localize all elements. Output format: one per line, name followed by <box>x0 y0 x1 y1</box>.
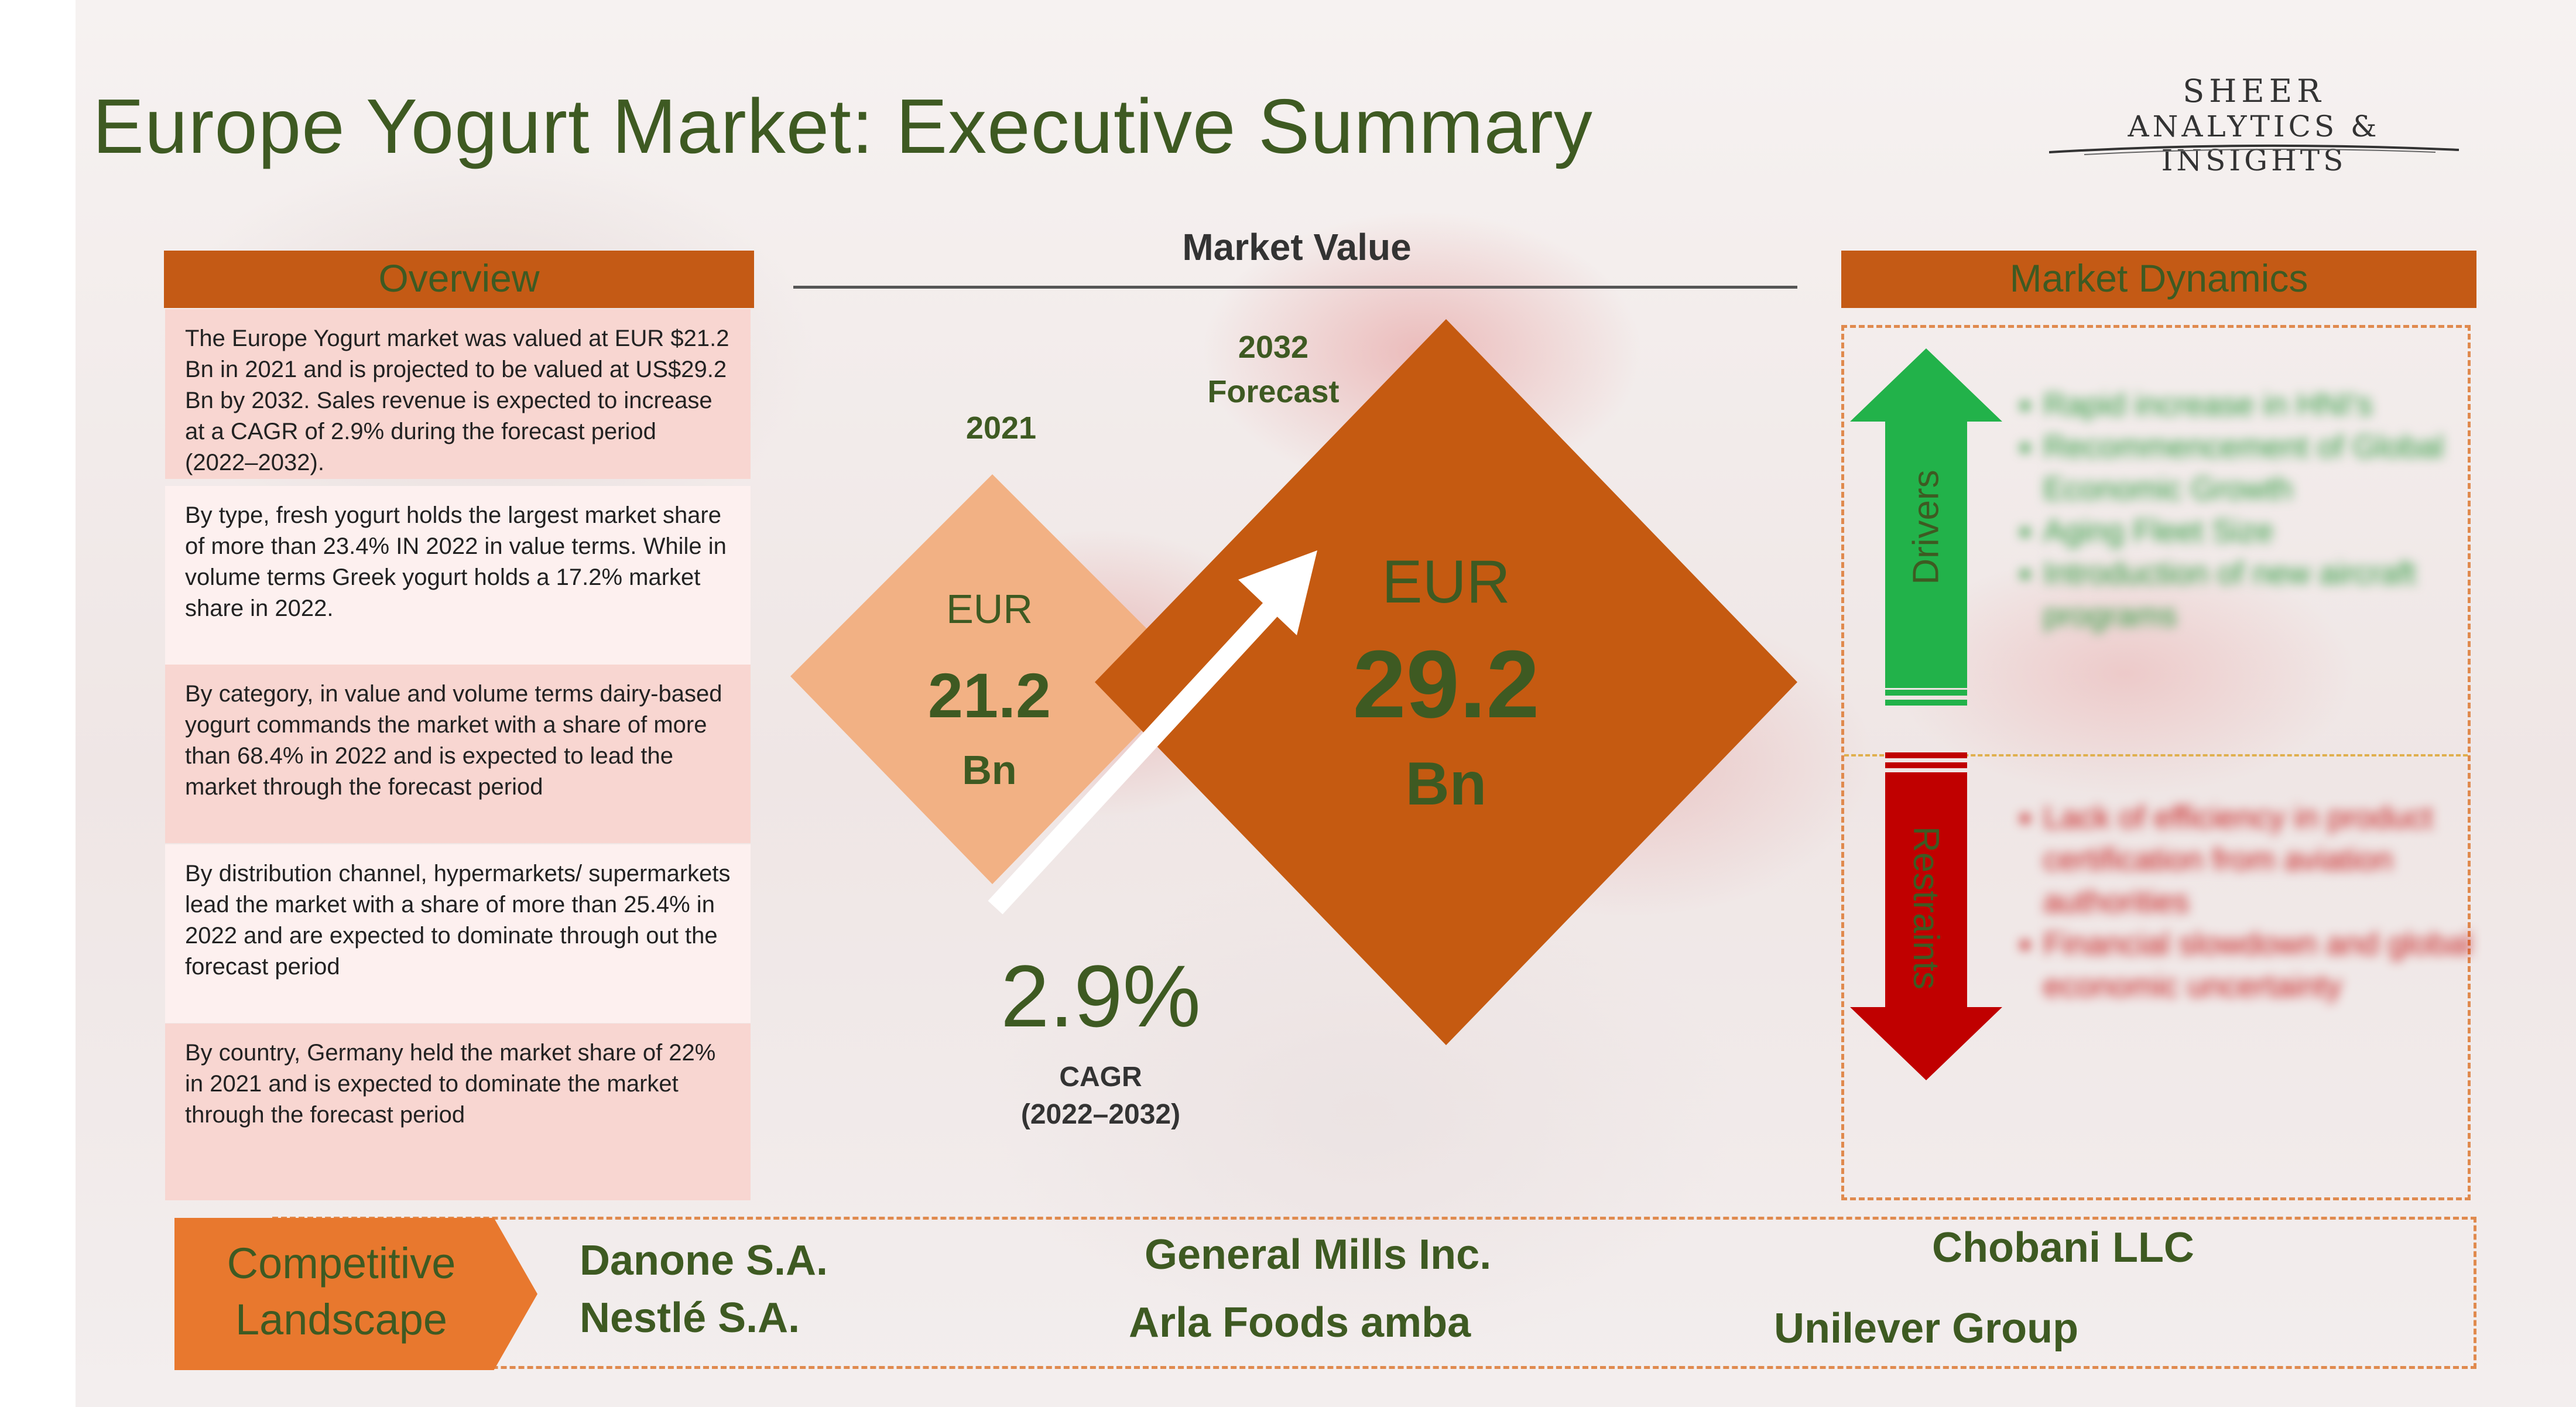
value-2021-number: 21.2 <box>927 660 1051 731</box>
drivers-up-arrow-icon <box>1850 348 2002 706</box>
driver-item: Introduction of new aircraft programs <box>2043 552 2465 636</box>
market-dynamics-heading: Market Dynamics <box>1841 251 2476 308</box>
cagr-period: (2022–2032) <box>1020 1099 1181 1130</box>
year-2021-label: 2021 <box>965 410 1037 446</box>
value-2032-currency: EUR <box>1382 548 1510 616</box>
restraints-label: Restraints <box>1906 826 1947 990</box>
restraints-label-wrap: Restraints <box>1868 826 1985 989</box>
value-2032-unit: Bn <box>1405 750 1487 818</box>
driver-item: Recommencement of Global Economic Growth <box>2043 426 2465 510</box>
forecast-year: 2032 <box>1238 330 1309 365</box>
growth-arrow-icon <box>988 550 1317 915</box>
restraint-item: Lack of efficiency in product certificat… <box>2043 796 2476 923</box>
market-dynamics-panel <box>1841 325 2471 1200</box>
forecast-word: Forecast <box>1207 374 1340 409</box>
restraints-down-arrow-icon <box>1850 752 2002 1080</box>
drivers-list: Rapid increase in HNI's Recommencement o… <box>2014 384 2465 636</box>
drivers-label: Drivers <box>1906 469 1947 585</box>
competitive-label-line-2: Landscape <box>235 1295 448 1344</box>
dynamics-divider <box>1844 754 2468 756</box>
company-unilever: Unilever Group <box>1774 1305 2079 1352</box>
logo-line-2: ANALYTICS & INSIGHTS <box>2128 109 2380 177</box>
company-danone: Danone S.A. <box>580 1237 828 1284</box>
overview-paragraph-4: By distribution channel, hypermarkets/ s… <box>165 844 751 1023</box>
company-general-mills: General Mills Inc. <box>1145 1231 1492 1278</box>
logo-line-1: SHEER <box>2183 73 2325 109</box>
driver-item: Aging Fleet Size <box>2043 510 2465 552</box>
overview-paragraph-1: The Europe Yogurt market was valued at E… <box>165 309 751 479</box>
value-2032-number: 29.2 <box>1352 631 1540 738</box>
restraints-list: Lack of efficiency in product certificat… <box>2014 796 2476 1007</box>
diamond-2032-shape <box>1095 319 1797 1045</box>
overview-paragraph-3: By category, in value and volume terms d… <box>165 665 751 843</box>
competitive-label-line-1: Competitive <box>227 1239 456 1288</box>
cagr-value: 2.9% <box>1001 947 1201 1045</box>
overview-heading: Overview <box>164 251 754 308</box>
cagr-label: CAGR <box>1059 1062 1142 1093</box>
value-2021-currency: EUR <box>946 586 1033 632</box>
market-value-heading: Market Value <box>1182 226 1412 268</box>
value-2021-diamond: EUR 21.2 Bn <box>785 474 1194 884</box>
company-nestle: Nestlé S.A. <box>580 1295 800 1341</box>
company-chobani: Chobani LLC <box>1932 1224 2194 1271</box>
restraint-item: Financial slowdown and global economic u… <box>2043 923 2476 1007</box>
driver-item: Rapid increase in HNI's <box>2043 384 2465 426</box>
company-logo: SHEER ANALYTICS & INSIGHTS <box>2043 73 2465 178</box>
logo-swoosh-icon <box>2049 144 2459 155</box>
market-value-underline <box>793 286 1797 289</box>
forecast-2032-label: 2032 Forecast <box>1171 325 1376 414</box>
drivers-label-wrap: Drivers <box>1868 468 1985 586</box>
competitive-landscape-label: Competitive Landscape <box>174 1218 537 1370</box>
company-arla-foods: Arla Foods amba <box>1129 1299 1471 1346</box>
overview-paragraph-5: By country, Germany held the market shar… <box>165 1023 751 1200</box>
value-2032-diamond: EUR 29.2 Bn <box>1095 319 1797 1051</box>
value-2021-unit: Bn <box>962 747 1017 793</box>
diamond-2021-shape <box>790 474 1194 884</box>
page-title: Europe Yogurt Market: Executive Summary <box>93 83 1593 169</box>
overview-paragraph-2: By type, fresh yogurt holds the largest … <box>165 486 751 665</box>
